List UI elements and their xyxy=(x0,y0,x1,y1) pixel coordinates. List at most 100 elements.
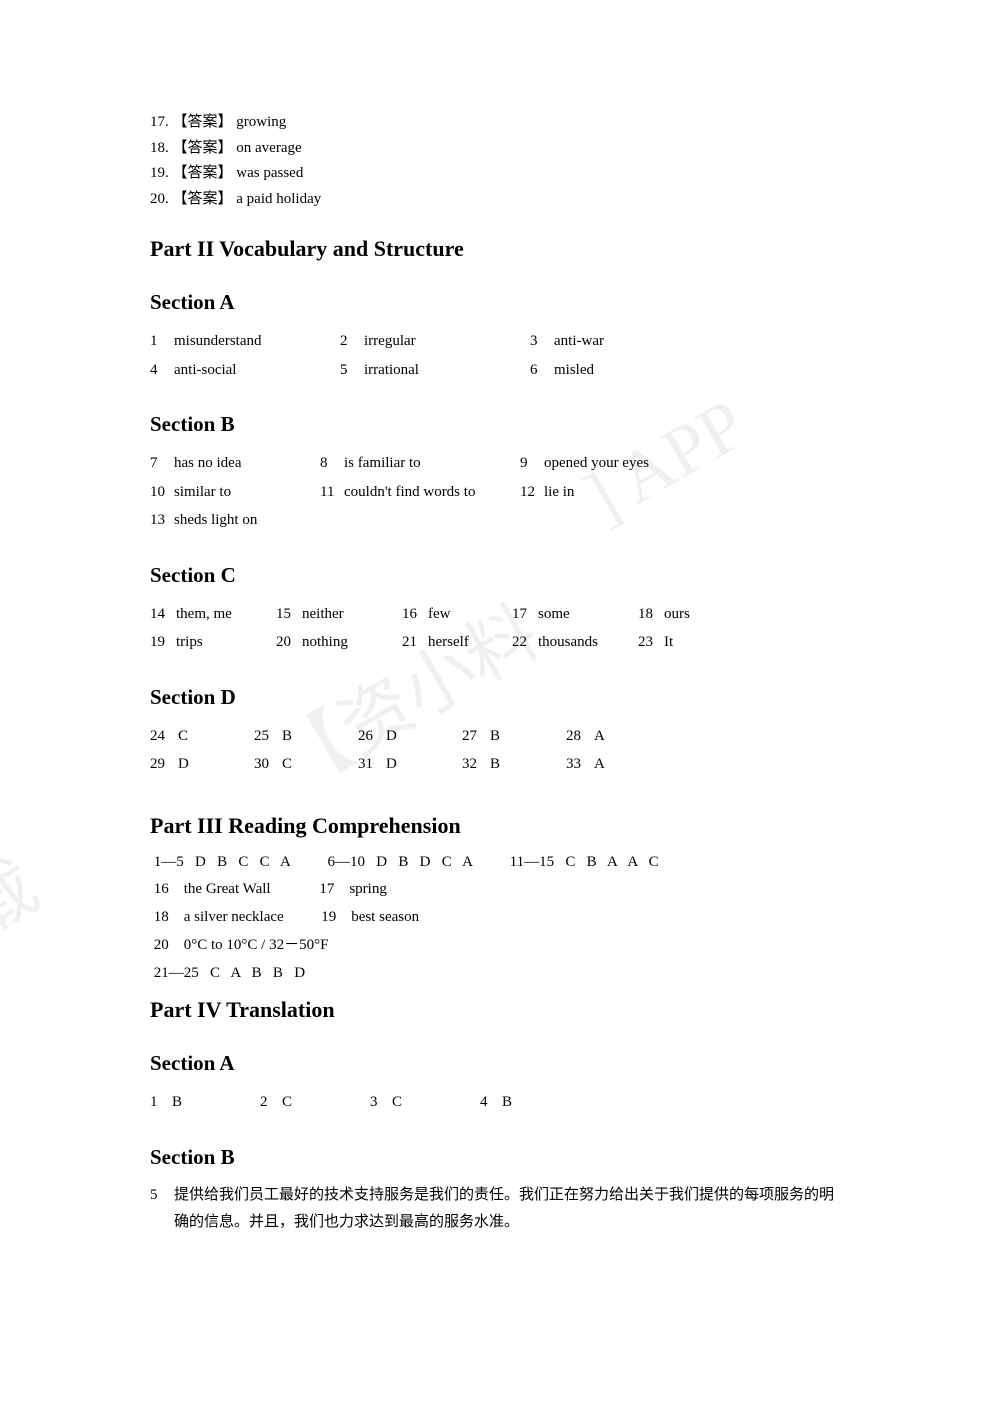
item-val: B xyxy=(502,1088,512,1117)
answer-value: growing xyxy=(236,114,286,130)
item-num: 28 xyxy=(566,722,594,751)
item-val: thousands xyxy=(538,628,598,657)
item-num: 27 xyxy=(462,722,490,751)
item-val: C xyxy=(282,1088,292,1117)
part2-heading: Part II Vocabulary and Structure xyxy=(150,236,843,262)
section-a-grid: 1misunderstand 2irregular 3anti-war 4ant… xyxy=(150,327,843,384)
item-num: 14 xyxy=(150,600,176,629)
part3-line: 21—25 C A B B D xyxy=(150,960,843,988)
item-num: 11 xyxy=(320,478,344,507)
item-num: 19 xyxy=(150,628,176,657)
answer-num: 19. xyxy=(150,165,169,181)
item-num: 16 xyxy=(402,600,428,629)
item-val: opened your eyes xyxy=(544,449,649,478)
item-num: 2 xyxy=(260,1088,282,1117)
item-num: 31 xyxy=(358,750,386,779)
item-val: nothing xyxy=(302,628,348,657)
item-num: 23 xyxy=(638,628,664,657)
item-val: B xyxy=(490,722,500,751)
answer-value: a paid holiday xyxy=(236,191,321,207)
item-val: anti-social xyxy=(174,356,236,385)
part4-section-a-heading: Section A xyxy=(150,1051,843,1076)
top-answers-block: 17. 【答案】 growing 18. 【答案】 on average 19.… xyxy=(150,110,843,212)
item-num: 29 xyxy=(150,750,178,779)
answer-value: on average xyxy=(236,140,301,156)
item-val: couldn't find words to xyxy=(344,478,475,507)
item-num: 22 xyxy=(512,628,538,657)
part3-block: 1—5 D B C C A 6—10 D B D C A 11—15 C B A… xyxy=(150,849,843,988)
part3-line: 18 a silver necklace 19 best season xyxy=(150,904,843,932)
answer-line: 18. 【答案】 on average xyxy=(150,136,843,162)
answer-line: 17. 【答案】 growing xyxy=(150,110,843,136)
answer-value: was passed xyxy=(236,165,303,181)
item-val: has no idea xyxy=(174,449,241,478)
item-val: ours xyxy=(664,600,690,629)
item-num: 9 xyxy=(520,449,544,478)
item-val: C xyxy=(392,1088,402,1117)
item-num: 2 xyxy=(340,327,364,356)
item-val: misled xyxy=(554,356,594,385)
item-val: irregular xyxy=(364,327,416,356)
item-val: A xyxy=(594,750,605,779)
part3-heading: Part III Reading Comprehension xyxy=(150,813,843,839)
answer-label: 【答案】 xyxy=(173,165,233,181)
item-val: B xyxy=(490,750,500,779)
part3-line: 1—5 D B C C A 6—10 D B D C A 11—15 C B A… xyxy=(150,849,843,877)
item-val: C xyxy=(282,750,292,779)
part4-section-b-item: 5 提供给我们员工最好的技术支持服务是我们的责任。我们正在努力给出关于我们提供的… xyxy=(150,1182,843,1236)
item-val: lie in xyxy=(544,478,574,507)
item-val: herself xyxy=(428,628,469,657)
item-num: 15 xyxy=(276,600,302,629)
watermark-text: 载 xyxy=(0,829,53,956)
item-num: 10 xyxy=(150,478,174,507)
item-num: 3 xyxy=(370,1088,392,1117)
section-d-grid: 24C 25B 26D 27B 28A 29D 30C 31D 32B 33A xyxy=(150,722,843,779)
item-num: 4 xyxy=(480,1088,502,1117)
item-val: trips xyxy=(176,628,203,657)
item-val: D xyxy=(386,722,397,751)
section-a-heading: Section A xyxy=(150,290,843,315)
item-val: A xyxy=(594,722,605,751)
part4-section-b-heading: Section B xyxy=(150,1145,843,1170)
answer-line: 20. 【答案】 a paid holiday xyxy=(150,187,843,213)
answer-label: 【答案】 xyxy=(173,114,233,130)
item-num: 33 xyxy=(566,750,594,779)
answer-label: 【答案】 xyxy=(173,191,233,207)
section-b-heading: Section B xyxy=(150,412,843,437)
item-val: some xyxy=(538,600,570,629)
item-num: 7 xyxy=(150,449,174,478)
item-num: 1 xyxy=(150,1088,172,1117)
item-num: 17 xyxy=(512,600,538,629)
item-val: B xyxy=(282,722,292,751)
translation-text: 提供给我们员工最好的技术支持服务是我们的责任。我们正在努力给出关于我们提供的每项… xyxy=(174,1182,843,1236)
answer-num: 17. xyxy=(150,114,169,130)
item-num: 3 xyxy=(530,327,554,356)
item-val: neither xyxy=(302,600,344,629)
item-num: 20 xyxy=(276,628,302,657)
item-val: anti-war xyxy=(554,327,604,356)
item-val: them, me xyxy=(176,600,232,629)
item-val: similar to xyxy=(174,478,231,507)
part3-line: 20 0°C to 10°C / 32－50°F xyxy=(150,932,843,960)
part4-section-a-grid: 1B 2C 3C 4B xyxy=(150,1088,843,1117)
item-num: 32 xyxy=(462,750,490,779)
answer-label: 【答案】 xyxy=(173,140,233,156)
item-val: misunderstand xyxy=(174,327,262,356)
item-num: 26 xyxy=(358,722,386,751)
item-num: 24 xyxy=(150,722,178,751)
item-val: D xyxy=(386,750,397,779)
answer-num: 18. xyxy=(150,140,169,156)
item-val: B xyxy=(172,1088,182,1117)
item-val: is familiar to xyxy=(344,449,421,478)
item-num: 30 xyxy=(254,750,282,779)
item-num: 6 xyxy=(530,356,554,385)
item-val: It xyxy=(664,628,673,657)
section-d-heading: Section D xyxy=(150,685,843,710)
item-num: 13 xyxy=(150,506,174,535)
item-num: 8 xyxy=(320,449,344,478)
section-c-heading: Section C xyxy=(150,563,843,588)
item-val: sheds light on xyxy=(174,506,257,535)
item-num: 5 xyxy=(150,1182,174,1236)
part4-heading: Part IV Translation xyxy=(150,997,843,1023)
answer-line: 19. 【答案】 was passed xyxy=(150,161,843,187)
